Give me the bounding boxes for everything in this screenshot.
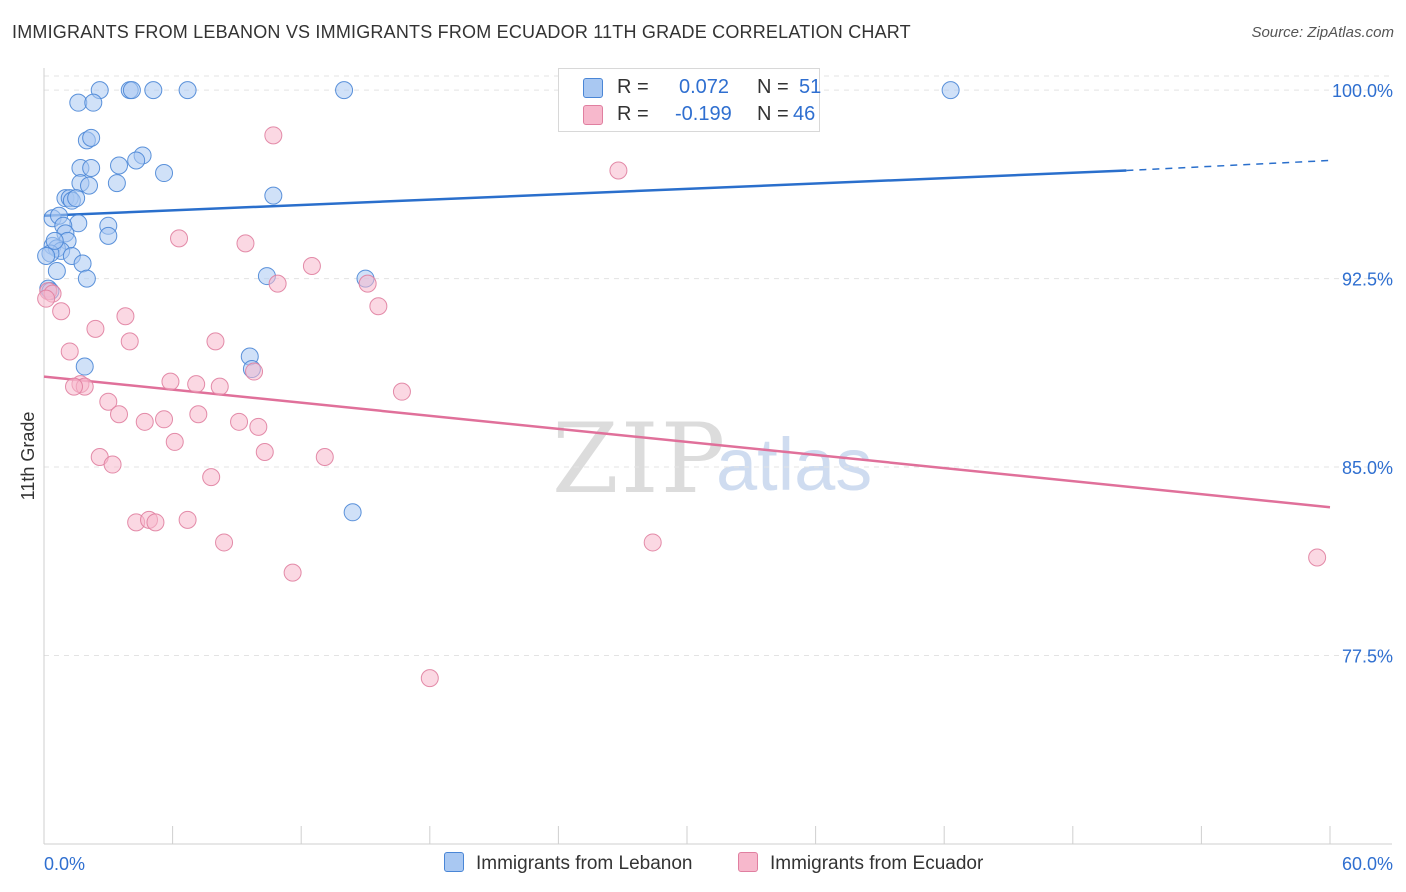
lebanon-point [82,159,101,178]
ecuador-point [37,289,56,308]
ecuador-point [86,319,105,338]
ecuador-point [264,126,283,145]
ecuador-point [110,405,129,424]
ecuador-point [210,377,229,396]
bottom-legend-label-ecuador: Immigrants from Ecuador [770,853,984,874]
lebanon-point [343,503,362,522]
lebanon-trend-line [43,169,1127,218]
watermark-atlas: atlas [716,423,872,506]
ecuador-point [146,513,165,532]
ecuador-point [161,372,180,391]
correlation-legend: R = 0.072 N = 51 R = -0.199 N = 46 [558,68,822,132]
ecuador-point [358,274,377,293]
lebanon-point [144,81,163,100]
ecuador-point [60,342,79,361]
legend-n-label: N = [757,76,789,98]
lebanon-point [73,254,92,273]
ecuador-point [255,442,274,461]
y-tick-label: 85.0% [1342,458,1393,478]
bottom-legend-ecuador: Immigrants from Ecuador [738,852,983,875]
ecuador-point [187,375,206,394]
lebanon-point [941,81,960,100]
ecuador-point [245,362,264,381]
legend-r-value: 0.072 [679,76,730,98]
lebanon-point [82,128,101,147]
lebanon-point [67,189,86,208]
ecuador-point [155,410,174,429]
ecuador-point [99,392,118,411]
legend-swatch-ecuador [583,105,603,125]
y-tick-label: 100.0% [1332,81,1393,101]
lebanon-point [75,357,94,376]
lebanon-point [107,174,126,193]
ecuador-point [206,332,225,351]
ecuador-point [120,332,139,351]
x-tick-label: 0.0% [44,854,85,874]
ecuador-point [268,274,287,293]
lebanon-point [80,176,99,195]
bottom-legend-swatch-lebanon [444,852,464,872]
watermark-zip: ZIP [552,403,727,515]
ecuador-trend-line [43,375,1331,509]
ecuador-point [609,161,628,180]
ecuador-point [116,307,135,326]
ecuador-point [103,455,122,474]
ecuador-point [202,468,221,487]
legend-r-label: R = [617,103,649,125]
ecuador-point [392,382,411,401]
lebanon-point [37,246,56,265]
lebanon-point [45,231,64,250]
ecuador-point [369,297,388,316]
ecuador-point [1308,548,1327,567]
lebanon-point [335,81,354,100]
legend-n-label: N = [757,103,789,125]
legend-n-value: 51 [799,76,822,98]
y-tick-label: 77.5% [1342,647,1393,667]
y-tick-label: 92.5% [1342,270,1393,290]
bottom-legend-lebanon: Immigrants from Lebanon [444,852,693,875]
ecuador-point [65,377,84,396]
ecuador-point [249,417,268,436]
lebanon-point [99,226,118,245]
legend-n-value: 46 [793,103,816,125]
lebanon-point [122,81,141,100]
lebanon-point [178,81,197,100]
legend-r-value: -0.199 [675,103,732,125]
chart-title: IMMIGRANTS FROM LEBANON VS IMMIGRANTS FR… [12,22,911,42]
ecuador-point [52,302,71,321]
ecuador-point [283,563,302,582]
bottom-legend-swatch-ecuador [738,852,758,872]
lebanon-point [69,93,88,112]
ecuador-point [189,405,208,424]
ecuador-point [135,412,154,431]
ecuador-point [643,533,662,552]
ecuador-point [315,448,334,466]
ecuador-point [302,257,321,276]
lebanon-point [264,186,283,205]
y-axis-title: 11th Grade [18,412,38,501]
ecuador-point [230,412,249,431]
ecuador-point [215,533,234,552]
ecuador-point [420,669,439,688]
lebanon-point [84,93,103,112]
ecuador-point [165,432,184,451]
lebanon-point [127,151,146,170]
lebanon-point [110,156,129,175]
legend-swatch-lebanon [583,78,603,98]
bottom-legend-label-lebanon: Immigrants from Lebanon [476,853,693,874]
lebanon-point [47,262,66,281]
lebanon-point [155,164,174,183]
lebanon-point [77,269,96,288]
ecuador-point [236,234,255,253]
ecuador-point [170,229,189,248]
x-tick-label: 60.0% [1342,854,1393,874]
lebanon-trend-extension [1126,159,1331,172]
source-label: Source: ZipAtlas.com [1251,24,1394,41]
legend-r-label: R = [617,76,649,98]
ecuador-point [178,510,197,529]
